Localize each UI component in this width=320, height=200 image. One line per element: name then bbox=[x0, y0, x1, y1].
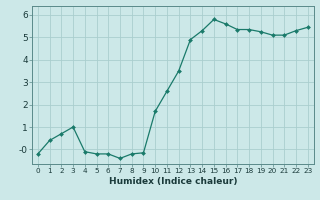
X-axis label: Humidex (Indice chaleur): Humidex (Indice chaleur) bbox=[108, 177, 237, 186]
